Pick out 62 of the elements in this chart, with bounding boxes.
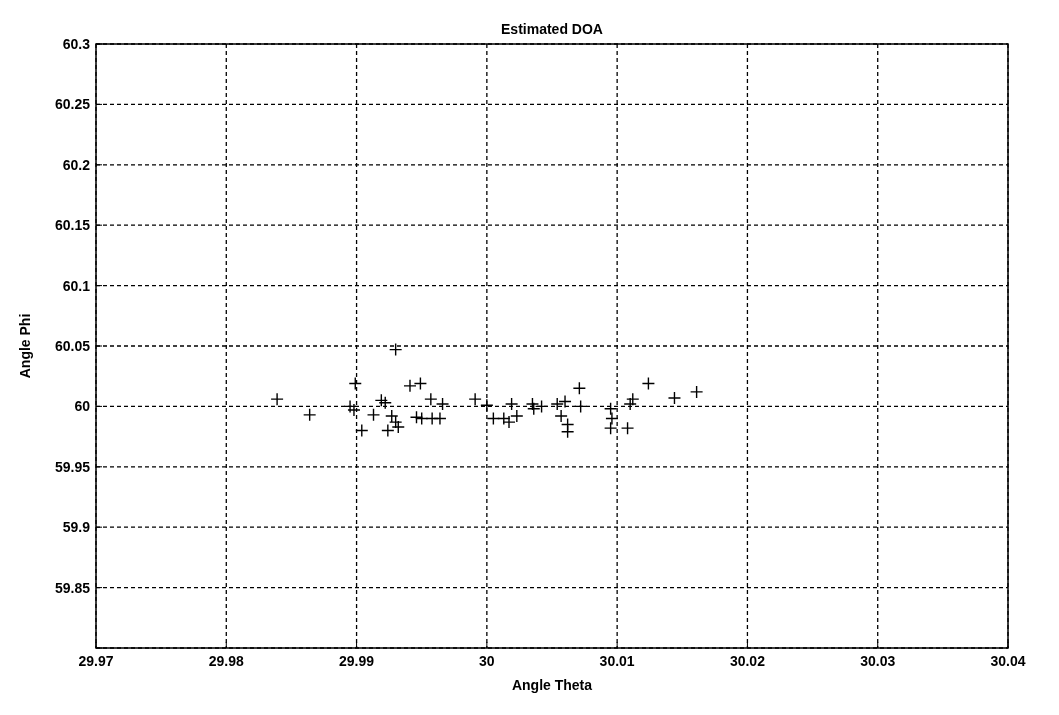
- point: [558, 394, 572, 409]
- chart-title: Estimated DOA: [501, 21, 603, 37]
- point: [381, 423, 395, 438]
- point: [603, 421, 618, 435]
- point: [572, 381, 587, 395]
- point: [347, 403, 361, 417]
- point: [391, 420, 405, 434]
- point: [603, 402, 618, 416]
- point: [468, 392, 482, 406]
- y-tick-label: 60.1: [62, 277, 91, 294]
- point: [413, 376, 428, 391]
- point: [623, 397, 637, 411]
- point: [480, 398, 494, 412]
- y-tick-label: 60: [74, 398, 91, 415]
- point: [355, 423, 369, 438]
- point: [527, 402, 541, 416]
- point: [403, 379, 417, 393]
- point: [348, 376, 362, 391]
- x-tick-label: 30.04: [990, 653, 1026, 669]
- x-tick-label: 29.97: [78, 653, 114, 669]
- point: [510, 409, 524, 423]
- point: [388, 342, 403, 357]
- y-tick-label: 60.15: [54, 217, 91, 234]
- point: [343, 399, 357, 414]
- x-tick-label: 30.01: [599, 653, 635, 669]
- point: [534, 399, 549, 414]
- x-axis-title: Angle Theta: [511, 677, 593, 693]
- point: [415, 411, 429, 426]
- y-tick-label: 60.2: [62, 156, 91, 173]
- y-tick-label: 59.9: [62, 519, 91, 536]
- point: [270, 392, 284, 406]
- point: [486, 411, 501, 426]
- x-tick-label: 29.98: [208, 653, 245, 669]
- x-tick-label: 30: [479, 653, 495, 669]
- point: [550, 397, 564, 411]
- point: [504, 397, 519, 411]
- point: [378, 396, 392, 410]
- point: [641, 376, 656, 391]
- y-tick-label: 60.05: [54, 338, 91, 354]
- y-tick-label: 60.25: [54, 96, 91, 113]
- x-tick-label: 30.03: [860, 653, 896, 669]
- y-tick-label: 59.85: [54, 579, 91, 596]
- point: [302, 408, 317, 422]
- y-tick-label: 60.3: [62, 36, 91, 52]
- point: [433, 411, 447, 426]
- point: [560, 425, 575, 439]
- x-tick-label: 30.02: [729, 653, 766, 669]
- point: [689, 385, 704, 399]
- point: [435, 397, 450, 411]
- x-tick-label: 29.99: [339, 653, 375, 669]
- point: [366, 408, 381, 422]
- point: [605, 411, 619, 426]
- point: [626, 392, 640, 406]
- point: [620, 421, 635, 435]
- point: [409, 410, 424, 424]
- point: [424, 392, 438, 406]
- point: [525, 397, 540, 411]
- y-axis-title: Angle Phi: [17, 313, 33, 379]
- point: [374, 393, 389, 408]
- point: [667, 391, 682, 405]
- y-tick-label: 59.95: [54, 458, 91, 475]
- point: [573, 399, 588, 414]
